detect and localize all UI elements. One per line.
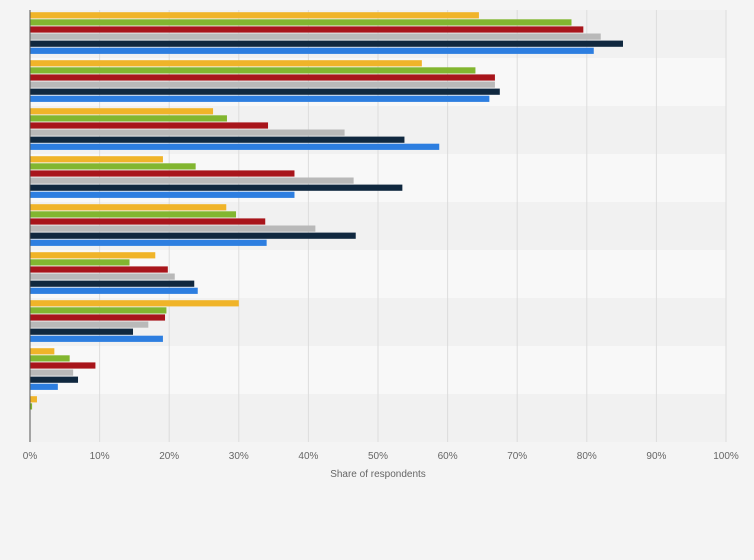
bar (30, 239, 267, 246)
x-tick-label: 40% (298, 451, 318, 462)
bar (30, 355, 70, 362)
bar (30, 19, 572, 26)
x-axis-title: Share of respondents (330, 469, 426, 480)
bar (30, 170, 295, 177)
x-tick-label: 100% (713, 451, 739, 462)
bar (30, 211, 237, 218)
bar (30, 122, 269, 129)
x-tick-label: 90% (646, 451, 666, 462)
bar (30, 115, 227, 122)
bar (30, 252, 156, 259)
bar (30, 95, 490, 102)
bar (30, 81, 495, 88)
bar (30, 12, 479, 19)
bar (30, 225, 316, 232)
bar (30, 403, 33, 410)
bar (30, 376, 79, 383)
x-tick-label: 0% (23, 451, 38, 462)
bar (30, 307, 167, 314)
bar (30, 108, 214, 115)
bar (30, 156, 163, 163)
bar (30, 273, 175, 280)
bar (30, 26, 584, 33)
bars (30, 12, 623, 410)
bar (30, 204, 227, 211)
bar (30, 335, 163, 342)
bar (30, 232, 356, 239)
bar (30, 321, 149, 328)
bar (30, 40, 623, 47)
bar (30, 362, 96, 369)
bar (30, 218, 266, 225)
bar (30, 143, 440, 150)
bar (30, 369, 74, 376)
bar (30, 60, 422, 67)
bar (30, 136, 405, 143)
bar (30, 259, 130, 266)
bar (30, 328, 134, 335)
x-tick-label: 70% (507, 451, 527, 462)
bar (30, 348, 55, 355)
bar (30, 129, 345, 136)
bar (30, 177, 354, 184)
x-tick-labels: 0% 10% 20% 30% 40% 50% 60% 70% 80% 90% 100% (23, 451, 739, 462)
bar (30, 33, 601, 40)
bar (30, 300, 239, 307)
bar (30, 314, 166, 321)
bar (30, 280, 195, 287)
x-tick-label: 10% (90, 451, 110, 462)
bar (30, 88, 500, 95)
bar (30, 266, 168, 273)
bar (30, 184, 403, 191)
bar (30, 383, 58, 390)
x-tick-label: 60% (438, 451, 458, 462)
x-tick-label: 80% (577, 451, 597, 462)
bar (30, 163, 196, 170)
bar (30, 47, 594, 54)
x-tick-label: 20% (159, 451, 179, 462)
bar (30, 74, 495, 81)
x-tick-label: 30% (229, 451, 249, 462)
bar (30, 191, 295, 198)
bar (30, 287, 198, 294)
x-tick-label: 50% (368, 451, 388, 462)
bar (30, 396, 37, 403)
bar (30, 67, 476, 74)
